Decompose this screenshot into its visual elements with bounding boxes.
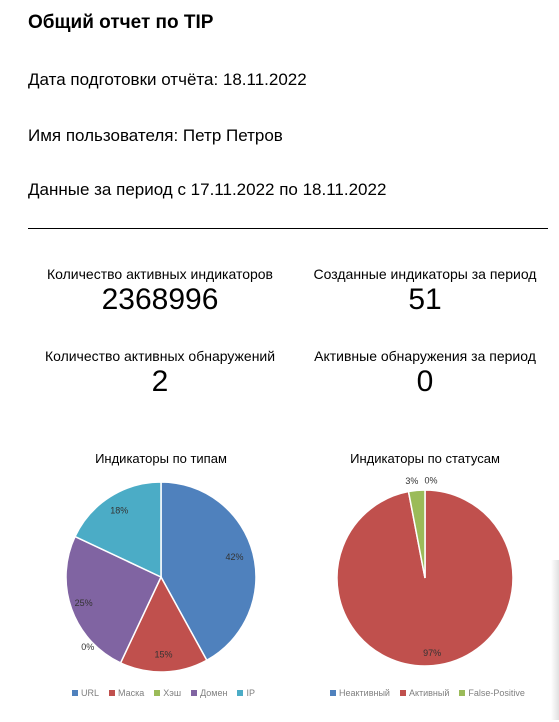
- legend-item: IP: [237, 688, 255, 698]
- pie-slice-false-positive: [407, 489, 426, 579]
- legend-label: Неактивный: [339, 688, 390, 698]
- legend-swatch: [72, 690, 78, 696]
- pie-data-label: 97%: [423, 648, 441, 658]
- pie-slice-домен: [65, 535, 162, 664]
- stat-value: 51: [408, 283, 442, 316]
- legend-label: Маска: [118, 688, 145, 698]
- stat-label: Количество активных индикаторов: [47, 266, 273, 282]
- pie-data-label: 3%: [405, 476, 418, 486]
- pie-slice-ip: [74, 481, 162, 579]
- edge-shadow: [551, 560, 559, 720]
- chart-title-types: Индикаторы по типам: [95, 451, 227, 466]
- legend-swatch: [154, 690, 161, 696]
- pie-slice-маска: [119, 575, 208, 673]
- legend-swatch: [237, 690, 244, 696]
- legend-label: Домен: [200, 688, 228, 698]
- pie-chart-types: 42% 15% 0% 25% 18%: [65, 481, 257, 673]
- report-user: Имя пользователя: Петр Петров: [28, 126, 283, 145]
- chart-title-statuses: Индикаторы по статусам: [350, 451, 500, 466]
- divider: [28, 228, 548, 229]
- legend-swatch: [109, 690, 116, 696]
- stat-value: 0: [416, 365, 434, 398]
- stat-label: Активные обнаружения за период: [314, 348, 536, 364]
- legend-item: Активный: [399, 688, 450, 698]
- legend-swatch: [399, 690, 406, 696]
- report-date: Дата подготовки отчёта: 18.11.2022: [28, 70, 307, 89]
- stat-value: 2: [151, 365, 169, 398]
- report-title: Общий отчет по TIP: [28, 12, 214, 33]
- report-period: Данные за период с 17.11.2022 по 18.11.2…: [28, 180, 387, 199]
- legend-label: URL: [81, 688, 100, 698]
- legend-swatch: [191, 690, 198, 696]
- stat-active-indicators: Количество активных индикаторов 2368996: [30, 266, 290, 317]
- stat-active-detections: Количество активных обнаружений 2: [30, 348, 290, 399]
- pie-data-label: 0%: [81, 642, 94, 652]
- stat-period-detections: Активные обнаружения за период 0: [280, 348, 559, 399]
- pie-slice-url: [160, 481, 257, 662]
- stat-created-indicators: Созданные индикаторы за период 51: [280, 266, 559, 317]
- legend-item: Хэш: [154, 688, 181, 698]
- stat-label: Созданные индикаторы за период: [313, 266, 537, 282]
- legend-swatch: [459, 690, 466, 696]
- legend-statuses: Неактивный Активный False-Positive: [330, 688, 525, 698]
- legend-item: Неактивный: [330, 688, 390, 698]
- legend-label: IP: [246, 688, 255, 698]
- pie-data-label: 42%: [226, 552, 244, 562]
- legend-swatch: [330, 690, 336, 696]
- pie-data-label: 25%: [75, 598, 93, 608]
- pie-data-label: 15%: [154, 649, 172, 659]
- stat-label: Количество активных обнаружений: [44, 348, 276, 364]
- pie-data-label: 0%: [424, 475, 437, 485]
- pie-chart-statuses: 97% 3% 0%: [336, 475, 514, 667]
- legend-item: Маска: [109, 688, 144, 698]
- legend-label: Активный: [408, 688, 450, 698]
- legend-item: Домен: [191, 688, 227, 698]
- legend-item: False-Positive: [459, 688, 525, 698]
- pie-data-label: 18%: [110, 506, 128, 516]
- legend-item: URL: [72, 688, 99, 698]
- legend-label: Хэш: [163, 688, 182, 698]
- legend-types: URL Маска Хэш Домен IP: [72, 688, 255, 698]
- stat-value: 2368996: [101, 283, 219, 316]
- legend-label: False-Positive: [468, 688, 525, 698]
